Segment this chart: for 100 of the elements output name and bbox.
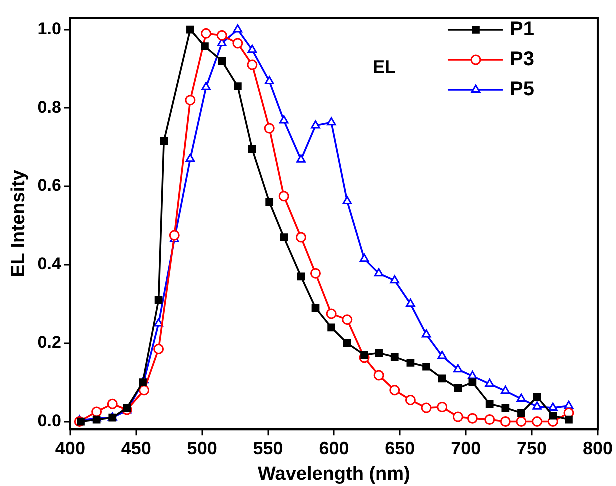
point	[201, 28, 212, 39]
point	[266, 198, 274, 206]
point	[438, 351, 448, 360]
point	[264, 123, 275, 134]
x-tick-label: 550	[253, 438, 284, 458]
point	[454, 384, 462, 392]
legend-label: P1	[510, 18, 534, 41]
point	[232, 38, 244, 49]
point	[422, 329, 432, 338]
point	[139, 385, 150, 396]
point	[296, 154, 306, 163]
y-tick-label: 0.0	[38, 411, 62, 430]
x-tick-label: 400	[55, 438, 86, 458]
point	[92, 406, 102, 418]
point	[549, 412, 558, 420]
point	[484, 414, 496, 426]
y-tick-label: 0.2	[38, 333, 62, 352]
point	[468, 378, 477, 386]
x-tick-label: 800	[582, 438, 614, 458]
point	[186, 154, 196, 162]
point	[390, 353, 399, 362]
point	[375, 349, 383, 358]
point	[297, 272, 306, 281]
point	[278, 191, 290, 202]
annotation: EL	[372, 56, 396, 77]
point	[279, 115, 289, 124]
point	[533, 393, 542, 401]
legend-label: P3	[510, 48, 534, 71]
point	[77, 418, 85, 426]
point	[247, 60, 258, 70]
point	[107, 398, 118, 410]
point	[532, 402, 542, 410]
point	[342, 314, 353, 326]
point	[326, 308, 337, 320]
point	[501, 386, 510, 394]
point	[326, 117, 336, 126]
y-tick-label: 0.8	[38, 98, 62, 117]
point	[248, 145, 256, 154]
y-tick-label: 0.6	[38, 176, 62, 196]
y-axis-title: EL Intensity	[8, 170, 30, 278]
point	[296, 232, 306, 243]
point	[185, 95, 196, 106]
point	[280, 234, 288, 242]
point	[186, 26, 194, 34]
x-tick-label: 500	[187, 438, 218, 458]
point	[405, 394, 416, 406]
point	[233, 24, 243, 33]
point	[154, 344, 164, 354]
point	[169, 230, 180, 241]
point	[360, 351, 368, 360]
x-tick-label: 600	[319, 438, 350, 458]
point	[139, 378, 147, 386]
point	[160, 138, 168, 146]
point	[406, 359, 415, 367]
point	[422, 362, 430, 371]
point	[310, 268, 321, 279]
legend-label: P5	[510, 78, 534, 101]
point	[548, 402, 558, 412]
point	[374, 268, 384, 277]
point	[312, 304, 320, 312]
point	[454, 364, 463, 373]
point	[202, 82, 211, 90]
point	[502, 404, 510, 412]
point	[343, 339, 352, 348]
point	[248, 44, 258, 54]
point	[467, 413, 478, 424]
point	[216, 30, 228, 41]
point	[421, 402, 432, 414]
point	[154, 318, 164, 327]
point	[438, 374, 446, 383]
point	[518, 409, 526, 418]
point	[328, 324, 336, 332]
point	[264, 76, 274, 85]
point	[564, 400, 574, 410]
x-tick-label: 700	[451, 438, 482, 458]
point	[360, 254, 370, 262]
point	[390, 275, 400, 284]
x-tick-label: 750	[517, 438, 548, 458]
point	[516, 416, 527, 428]
x-axis-title: Wavelength (nm)	[258, 464, 410, 485]
point	[565, 416, 573, 424]
point	[92, 416, 101, 424]
y-tick-label: 1.0	[38, 19, 62, 38]
point	[406, 298, 416, 308]
x-tick-label: 450	[121, 438, 152, 458]
point	[516, 394, 526, 402]
point	[154, 296, 163, 304]
y-tick-label: 0.4	[38, 254, 62, 274]
point	[452, 412, 464, 422]
point	[342, 196, 352, 204]
point	[390, 385, 400, 396]
point	[311, 120, 320, 129]
x-tick-label: 650	[385, 438, 416, 458]
point	[374, 370, 384, 381]
point	[234, 82, 242, 91]
point	[500, 416, 511, 428]
point	[485, 378, 494, 388]
point	[437, 402, 448, 413]
point	[218, 57, 226, 66]
point	[532, 416, 543, 428]
